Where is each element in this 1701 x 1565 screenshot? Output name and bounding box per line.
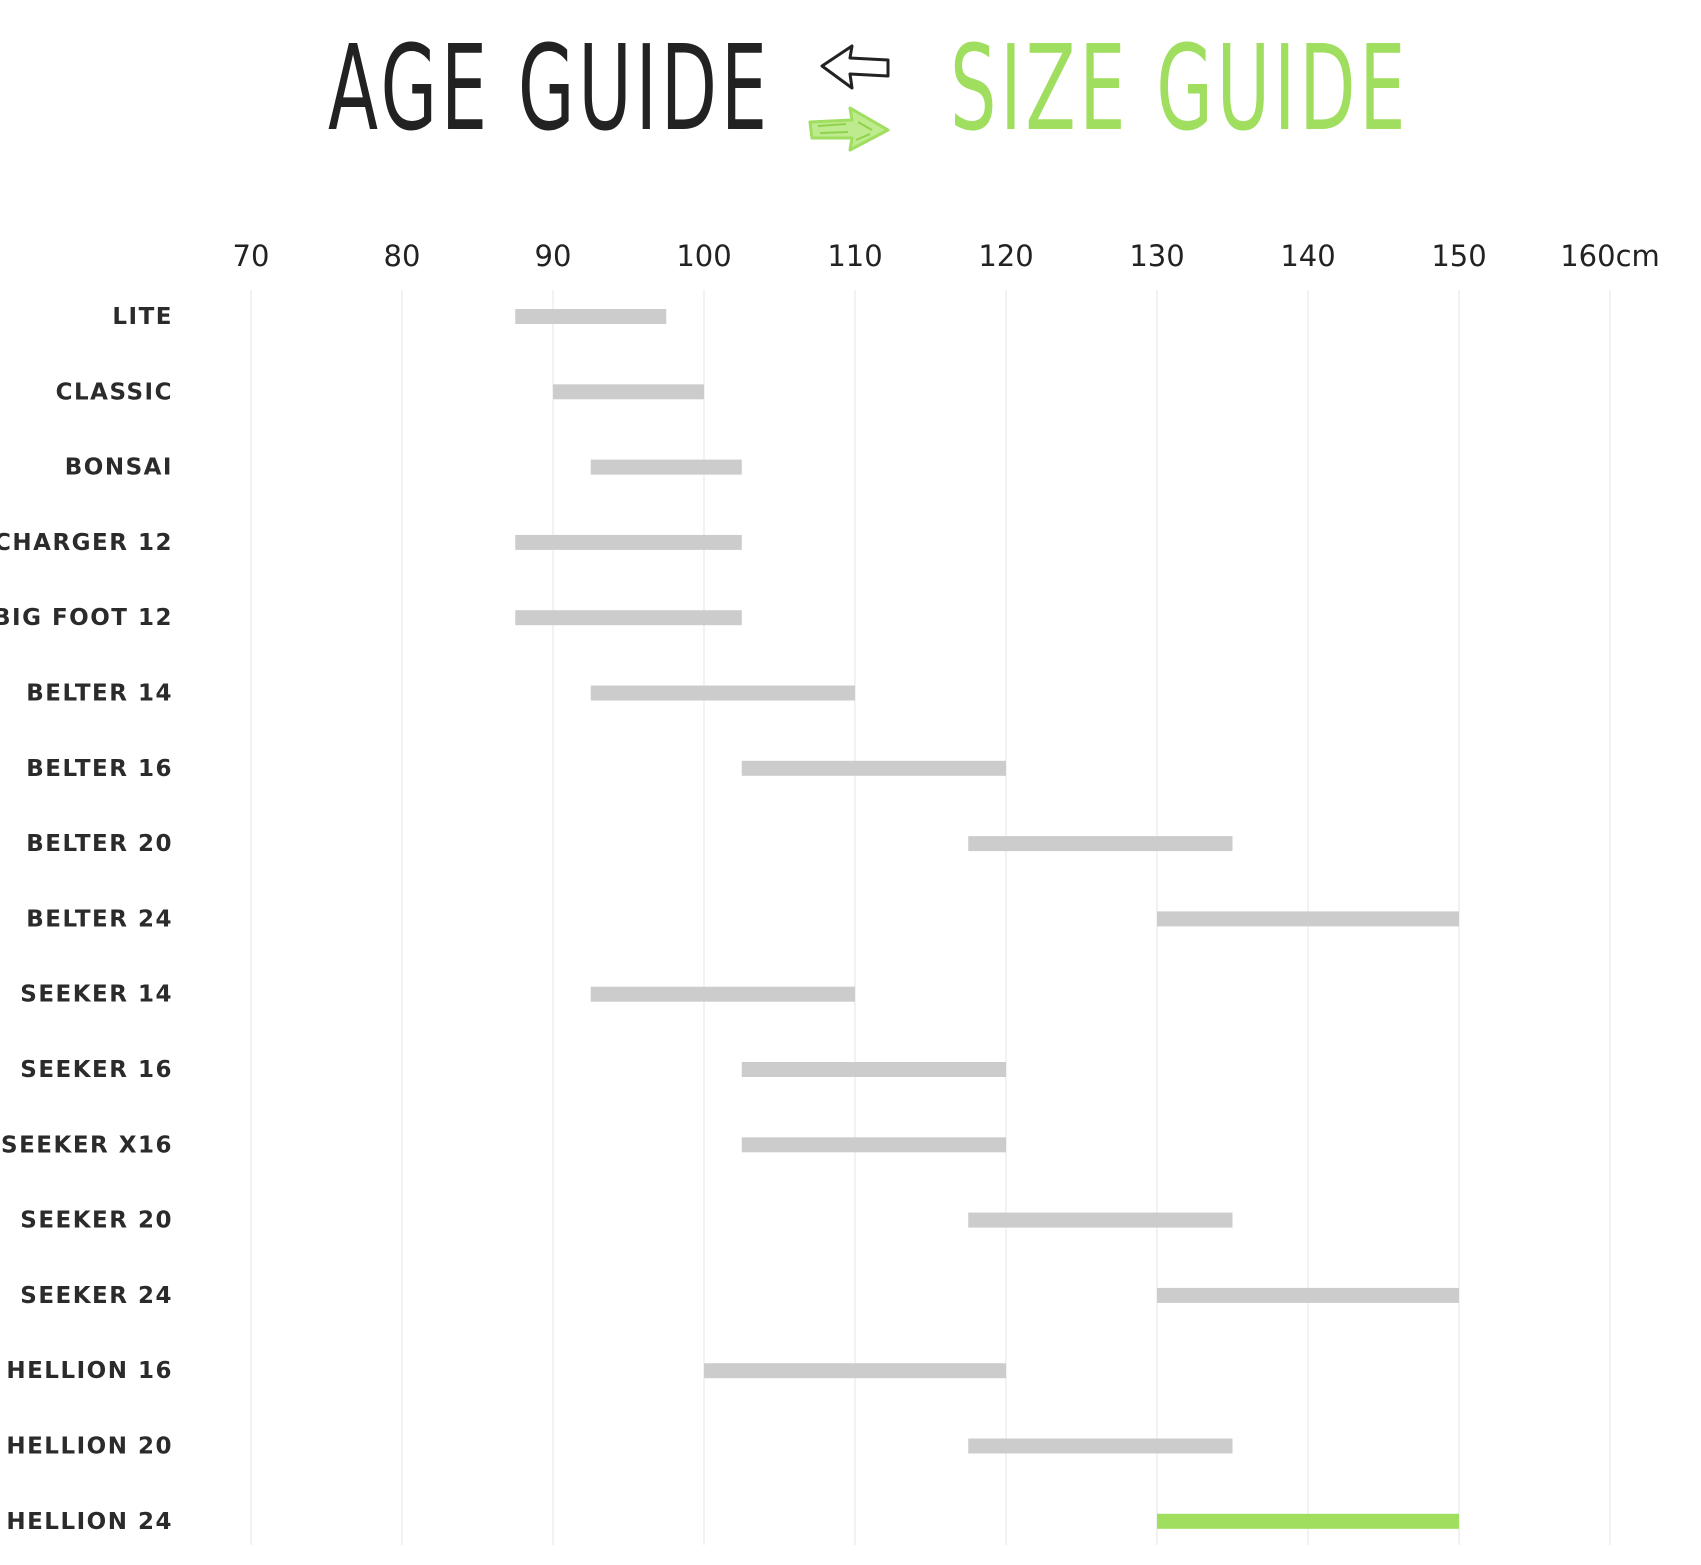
x-tick-label: 120 — [978, 239, 1033, 273]
range-bar — [1157, 1287, 1459, 1303]
range-bar — [590, 986, 855, 1002]
row-label: LITE — [112, 304, 173, 330]
row-label: BELTER 24 — [26, 906, 173, 932]
row-label: BELTER 16 — [26, 756, 173, 782]
row-label: SEEKER 20 — [20, 1208, 173, 1234]
range-bar — [590, 459, 742, 475]
row-label: HELLION 20 — [6, 1434, 173, 1460]
row-label: SEEKER 14 — [20, 982, 173, 1008]
size-guide-tab[interactable]: SIZE GUIDE — [950, 19, 1410, 157]
row-label: BIG FOOT 12 — [0, 605, 173, 631]
row-label: SEEKER 16 — [20, 1057, 173, 1083]
row-label: BELTER 14 — [26, 681, 173, 707]
guide-header: AGE GUIDE SIZE GUIDE — [0, 18, 1701, 168]
arrow-left-outline-icon — [820, 44, 890, 90]
range-bar — [704, 1363, 1006, 1379]
range-bar — [1157, 911, 1459, 927]
row-label: BONSAI — [65, 455, 173, 481]
range-bar — [590, 685, 855, 701]
range-bar — [553, 384, 704, 400]
range-bar — [515, 309, 667, 324]
range-bar — [968, 1438, 1233, 1454]
x-tick-label: 80 — [384, 239, 421, 273]
row-labels: LITE CLASSIC BONSAI CHARGER 12 BIG FOOT 12 BE… — [0, 304, 173, 1535]
row-label: CHARGER 12 — [0, 530, 173, 556]
row-label: BELTER 20 — [26, 831, 173, 857]
range-bar — [741, 1062, 1006, 1077]
x-tick-label: 70 — [233, 239, 270, 273]
x-tick-label: 100 — [676, 239, 731, 273]
range-bar — [515, 610, 742, 626]
row-label: HELLION 16 — [6, 1358, 173, 1384]
row-label: CLASSIC — [56, 379, 173, 405]
row-label: HELLION 24 — [6, 1509, 173, 1535]
x-axis-ticks: 70 80 90 100 110 120 130 140 150 160cm — [233, 239, 1660, 273]
arrow-right-green-icon — [808, 106, 890, 152]
range-bars — [515, 309, 1459, 1529]
range-bar — [741, 760, 1006, 776]
x-tick-label: 140 — [1280, 239, 1335, 273]
x-tick-label: 130 — [1129, 239, 1184, 273]
row-label: SEEKER X16 — [1, 1132, 173, 1158]
range-bar — [1157, 1513, 1459, 1529]
row-label: SEEKER 24 — [20, 1283, 173, 1309]
x-tick-label: 150 — [1431, 239, 1486, 273]
range-bar — [968, 836, 1233, 852]
guide-toggle[interactable] — [800, 38, 900, 158]
range-bar — [968, 1212, 1233, 1228]
age-guide-tab[interactable]: AGE GUIDE — [328, 19, 771, 157]
range-bar — [515, 534, 742, 550]
x-tick-label: 90 — [535, 239, 572, 273]
x-tick-label: 110 — [827, 239, 882, 273]
x-tick-label: 160cm — [1560, 239, 1660, 273]
range-bar — [741, 1137, 1006, 1153]
